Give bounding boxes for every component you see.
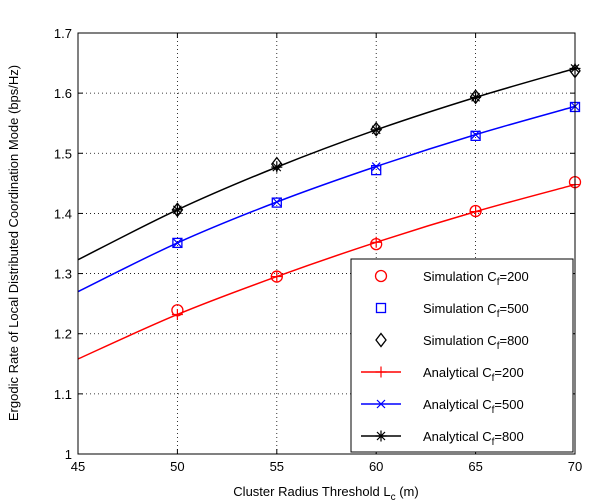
x-tick-label: 50 bbox=[170, 459, 184, 474]
legend-entry: Analytical Cf=200 bbox=[361, 365, 524, 384]
plus-marker bbox=[271, 271, 283, 283]
legend-entry: Simulation Cf=200 bbox=[374, 269, 529, 288]
tick-labels: 45 50 55 60 65 70 1 1.1 1.2 1.3 1.4 1.5 1.6 1.7 bbox=[54, 26, 582, 474]
y-axis-label: Ergodic Rate of Local Distributed Coordi… bbox=[6, 65, 21, 421]
legend-entry: Simulation Cf=800 bbox=[375, 332, 529, 352]
legend-label: Analytical Cf=500 bbox=[423, 397, 524, 416]
legend-label: Simulation Cf=200 bbox=[423, 269, 529, 288]
series-line bbox=[77, 67, 576, 261]
y-tick-label: 1.2 bbox=[54, 327, 72, 342]
y-tick-label: 1.4 bbox=[54, 206, 72, 221]
star-marker bbox=[370, 124, 382, 136]
circle-marker bbox=[374, 269, 388, 283]
legend-label: Simulation Cf=800 bbox=[423, 333, 529, 352]
x-marker bbox=[172, 238, 182, 248]
legend-entry: Simulation Cf=500 bbox=[375, 301, 529, 320]
x-tick-label: 65 bbox=[468, 459, 482, 474]
y-tick-label: 1.6 bbox=[54, 86, 72, 101]
star-marker bbox=[375, 430, 387, 442]
square-marker bbox=[375, 302, 387, 314]
plot-frame bbox=[77, 32, 576, 455]
star-marker bbox=[271, 161, 283, 173]
grid bbox=[78, 33, 575, 454]
legend-box bbox=[350, 258, 574, 453]
x-tick-label: 45 bbox=[71, 459, 85, 474]
legend: Simulation Cf=200 Simulation Cf=500 Simula… bbox=[350, 258, 574, 453]
legend-entry: Analytical Cf=800 bbox=[361, 429, 524, 448]
y-tick-label: 1.1 bbox=[54, 387, 72, 402]
x-marker bbox=[371, 162, 381, 171]
square-marker bbox=[271, 197, 282, 208]
x-tick-label: 70 bbox=[568, 459, 582, 474]
x-axis-label: Cluster Radius Threshold Lc (m) bbox=[233, 484, 418, 503]
legend-entry: Analytical Cf=500 bbox=[361, 397, 524, 416]
square-marker bbox=[172, 237, 183, 249]
x-tick-label: 55 bbox=[270, 459, 284, 474]
plus-marker bbox=[375, 366, 387, 378]
y-tick-label: 1 bbox=[65, 447, 72, 462]
x-marker bbox=[376, 399, 386, 409]
diamond-marker bbox=[375, 332, 387, 348]
x-tick-label: 60 bbox=[369, 459, 383, 474]
series-line bbox=[77, 105, 576, 293]
plus-marker bbox=[171, 308, 183, 320]
series-line bbox=[77, 183, 576, 360]
legend-label: Analytical Cf=200 bbox=[423, 365, 524, 384]
y-tick-label: 1.5 bbox=[54, 146, 72, 161]
y-tick-label: 1.7 bbox=[54, 26, 72, 41]
plus-marker bbox=[370, 236, 382, 248]
x-marker bbox=[272, 197, 282, 207]
star-marker bbox=[171, 204, 183, 216]
y-tick-label: 1.3 bbox=[54, 267, 72, 282]
legend-label: Analytical Cf=800 bbox=[423, 429, 524, 448]
plus-marker bbox=[470, 206, 482, 218]
x-marker bbox=[471, 130, 481, 140]
star-marker bbox=[470, 91, 482, 103]
square-marker bbox=[371, 164, 382, 176]
legend-label: Simulation Cf=500 bbox=[423, 301, 529, 320]
